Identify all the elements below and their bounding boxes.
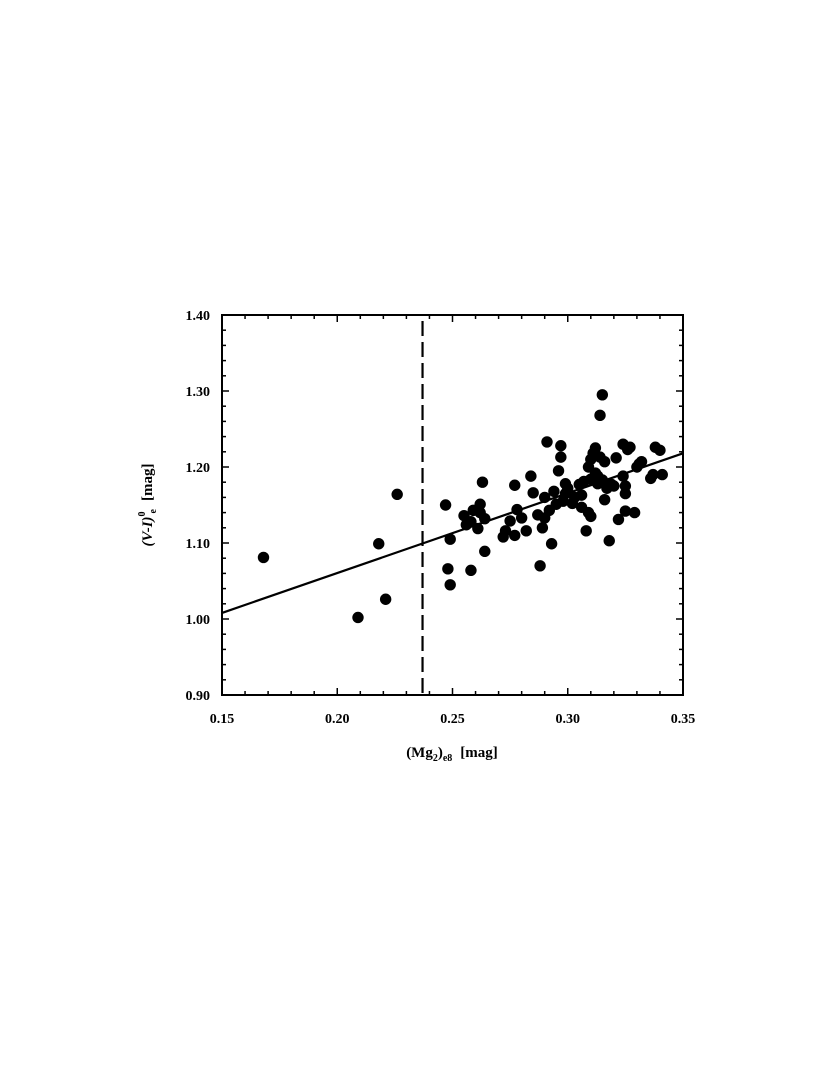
data-point	[536, 522, 549, 534]
data-point	[548, 485, 560, 498]
data-point	[509, 479, 521, 491]
data-point	[624, 441, 636, 453]
data-point	[610, 452, 622, 464]
x-tick-label: 0.15	[210, 712, 235, 727]
data-point	[379, 593, 392, 605]
data-point	[352, 611, 364, 624]
data-point	[444, 579, 456, 591]
data-point	[511, 503, 523, 516]
data-point	[617, 470, 629, 482]
y-tick-label: 1.30	[186, 385, 211, 400]
plot-frame	[221, 314, 684, 696]
data-point	[520, 525, 532, 537]
y-tick-labels: 0.90 1.00 1.10 1.20 1.30 1.40	[186, 309, 211, 704]
y-tick-label: 1.10	[186, 537, 211, 552]
data-point	[594, 409, 606, 422]
data-point	[479, 512, 491, 525]
data-point	[589, 442, 602, 454]
data-point	[373, 538, 385, 550]
x-tick-label: 0.30	[556, 712, 581, 727]
y-tick-label: 1.00	[186, 613, 211, 628]
y-axis-title: (V-I)0e[mag]	[137, 464, 159, 547]
data-point	[562, 482, 574, 494]
x-tick-labels: 0.15 0.20 0.25 0.30 0.35	[210, 712, 696, 727]
x-tick-label: 0.35	[671, 712, 696, 727]
data-point	[539, 491, 551, 504]
data-point	[596, 474, 609, 486]
data-point	[257, 551, 270, 564]
data-point	[476, 476, 489, 488]
data-point	[541, 436, 553, 448]
y-tick-label: 0.90	[186, 689, 211, 704]
data-point	[654, 444, 666, 456]
data-point	[635, 455, 648, 468]
data-point	[585, 510, 597, 523]
data-point	[555, 440, 567, 452]
x-tick-label: 0.25	[440, 712, 465, 727]
data-point	[608, 480, 620, 492]
data-point	[619, 505, 632, 517]
data-point	[647, 468, 659, 481]
data-point	[525, 470, 537, 482]
y-tick-label: 1.40	[186, 309, 211, 324]
data-point	[444, 533, 456, 545]
data-point	[391, 488, 403, 501]
data-point	[515, 512, 528, 524]
tick-marks	[221, 314, 684, 696]
data-point	[596, 389, 609, 401]
data-point	[504, 515, 516, 527]
x-tick-label: 0.20	[325, 712, 350, 727]
data-point	[619, 487, 632, 500]
data-point	[499, 525, 512, 537]
data-point	[628, 506, 641, 519]
data-point	[598, 455, 611, 468]
data-point	[534, 560, 546, 572]
data-point	[472, 522, 484, 535]
data-point	[439, 499, 452, 511]
data-point	[552, 465, 565, 477]
data-point	[598, 493, 611, 506]
data-point	[465, 564, 477, 577]
data-point	[527, 487, 539, 499]
data-point	[603, 535, 615, 547]
data-point	[479, 545, 491, 558]
data-point	[612, 513, 625, 526]
data-point	[575, 489, 588, 501]
y-tick-label: 1.20	[186, 461, 211, 476]
data-points	[257, 389, 668, 624]
data-point	[509, 529, 521, 542]
data-point	[545, 538, 558, 550]
x-axis-title: (Mg2)e8 [mag]	[406, 745, 498, 764]
data-point	[555, 451, 567, 463]
data-point	[474, 498, 486, 510]
data-point	[442, 563, 454, 575]
data-point	[656, 468, 668, 481]
data-point	[580, 525, 592, 537]
